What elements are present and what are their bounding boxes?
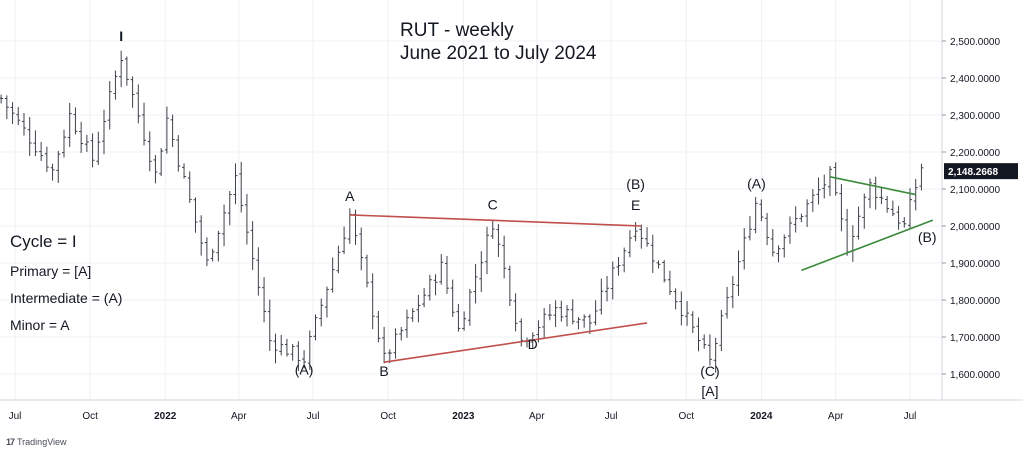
- x-tick-label: Apr: [529, 411, 545, 422]
- wave-label: I: [119, 28, 123, 44]
- wave-labels: I (A) A B C D (B) E (C) [A] (A) (B): [119, 28, 936, 399]
- x-tick-label: 2023: [452, 411, 475, 422]
- y-tick-label: 2,500.0000: [950, 37, 1000, 48]
- x-tick-label: Oct: [82, 411, 98, 422]
- trendline[interactable]: [801, 219, 934, 272]
- y-tick-label: 1,600.0000: [950, 370, 1000, 381]
- wave-label: (B): [918, 229, 937, 245]
- x-tick-label: Apr: [828, 411, 844, 422]
- x-tick-label: Apr: [231, 411, 247, 422]
- wave-label: B: [379, 363, 388, 379]
- time-axis[interactable]: Jul Oct 2022 Apr Jul Oct 2023 Apr Jul Oct 2024 Apr J…: [9, 411, 917, 422]
- last-price-tag-bg: [944, 163, 1018, 180]
- y-tick-label: 1,900.0000: [950, 259, 1000, 270]
- y-tick-label: 2,200.0000: [950, 148, 1000, 159]
- tradingview-name: TradingView: [17, 437, 67, 447]
- y-tick-label: 2,100.0000: [950, 185, 1000, 196]
- x-tick-label: Oct: [678, 411, 694, 422]
- trendline[interactable]: [383, 322, 648, 363]
- x-tick-label: Jul: [904, 411, 917, 422]
- legend-primary: Primary = [A]: [10, 263, 92, 279]
- wave-label: E: [631, 197, 640, 213]
- wave-label: [A]: [701, 383, 718, 399]
- x-tick-label: Jul: [605, 411, 618, 422]
- y-tick-label: 2,400.0000: [950, 74, 1000, 85]
- wave-label: A: [345, 188, 355, 204]
- wave-label: (C): [700, 363, 719, 379]
- trendline[interactable]: [349, 214, 642, 227]
- legend-intermediate: Intermediate = (A): [10, 290, 123, 306]
- wave-label: C: [488, 196, 498, 212]
- y-tick-label: 2,300.0000: [950, 111, 1000, 122]
- x-tick-label: Oct: [380, 411, 396, 422]
- y-tick-label: 1,800.0000: [950, 296, 1000, 307]
- price-axis[interactable]: 2,500.0000 2,400.0000 2,300.0000 2,200.0000…: [942, 37, 1000, 381]
- y-tick-label: 2,000.0000: [950, 222, 1000, 233]
- trendlines: [349, 176, 934, 363]
- y-tick-label: 1,700.0000: [950, 333, 1000, 344]
- last-price-value: 2,148.2668: [948, 167, 998, 178]
- trendline[interactable]: [829, 176, 916, 196]
- x-tick-label: Jul: [9, 411, 22, 422]
- wave-label: (A): [295, 362, 314, 378]
- wave-label: (B): [626, 176, 645, 192]
- wave-label: (A): [747, 175, 766, 191]
- last-price-tag: 2,148.2668: [944, 163, 1018, 180]
- ohlc-bars: [0, 50, 924, 373]
- x-tick-label: Jul: [307, 411, 320, 422]
- chart-title-line-2: June 2021 to July 2024: [400, 43, 597, 64]
- chart-title-line-1: RUT - weekly: [400, 20, 514, 41]
- wave-label: D: [528, 336, 538, 352]
- tradingview-branding[interactable]: ⁠17 TradingView: [6, 437, 67, 447]
- legend-cycle: Cycle = I: [10, 232, 77, 251]
- grid-lines: [0, 0, 942, 400]
- x-tick-label: 2022: [154, 411, 177, 422]
- legend-minor: Minor = A: [10, 317, 70, 333]
- x-tick-label: 2024: [750, 411, 773, 422]
- tradingview-logo-icon: ⁠17: [6, 437, 15, 447]
